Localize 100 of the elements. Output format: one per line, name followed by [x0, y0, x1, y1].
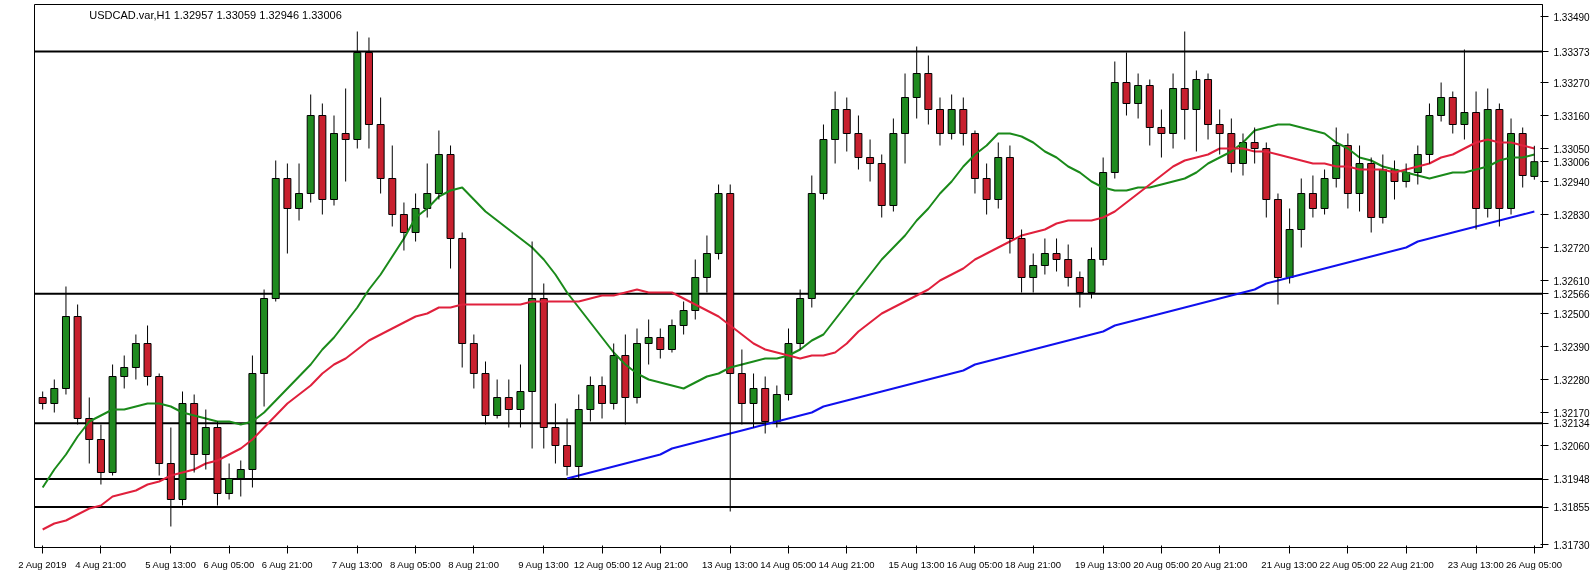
- y-tick-label: 1.33006: [1553, 156, 1591, 168]
- candlestick: [423, 163, 432, 218]
- candlestick: [609, 343, 618, 410]
- x-tick-label: 22 Aug 21:00: [1377, 558, 1434, 570]
- x-tick-label: 22 Aug 05:00: [1319, 558, 1376, 570]
- x-tick-label: 8 Aug 05:00: [389, 558, 441, 570]
- candlestick: [842, 97, 851, 152]
- candlestick: [994, 142, 1003, 209]
- candlestick: [982, 163, 991, 215]
- candlestick: [341, 88, 350, 182]
- x-tick-label: 14 Aug 05:00: [760, 558, 817, 570]
- y-tick-label: 1.32170: [1553, 407, 1591, 419]
- y-tick-label: 1.32610: [1553, 275, 1591, 287]
- candlestick: [1215, 109, 1224, 155]
- candlestick: [1134, 73, 1143, 119]
- candlestick: [1204, 73, 1213, 140]
- candlestick: [633, 328, 641, 404]
- y-tick-label: 1.32940: [1553, 176, 1591, 188]
- y-tick-label: 1.32390: [1553, 341, 1591, 353]
- candlestick: [854, 115, 863, 170]
- candlestick: [330, 115, 338, 206]
- y-tick-label: 1.32060: [1553, 440, 1591, 452]
- candlestick: [493, 379, 502, 419]
- candlestick: [1518, 127, 1527, 188]
- candlestick: [1040, 238, 1049, 275]
- candlestick: [959, 97, 968, 146]
- y-tick-label: 1.33050: [1553, 143, 1591, 155]
- y-tick-label: 1.32720: [1553, 242, 1591, 254]
- candlestick: [889, 118, 898, 212]
- candlestick: [1110, 61, 1119, 179]
- candlestick: [866, 139, 875, 182]
- candlestick: [1448, 91, 1457, 134]
- x-tick-label: 16 Aug 05:00: [946, 558, 1003, 570]
- candlestick: [784, 328, 793, 401]
- y-tick-label: 1.32500: [1553, 308, 1591, 320]
- candlestick: [1250, 127, 1259, 164]
- candlestick: [399, 202, 408, 251]
- y-tick-label: 1.31730: [1553, 539, 1591, 551]
- x-tick-label: 12 Aug 05:00: [573, 558, 630, 570]
- candlestick: [924, 55, 933, 125]
- candlestick: [1425, 103, 1434, 164]
- line-series: [566, 210, 1536, 480]
- candlestick: [120, 355, 129, 389]
- candlestick: [970, 130, 979, 194]
- candlestick: [1285, 208, 1294, 284]
- ref-line-label: 1.32566: [1553, 288, 1591, 300]
- candlestick: [1367, 157, 1376, 233]
- candlestick: [1169, 73, 1178, 149]
- candlestick: [376, 97, 385, 194]
- candlestick: [644, 319, 653, 365]
- y-tick-label: 1.32830: [1553, 209, 1591, 221]
- x-tick-label: 19 Aug 13:00: [1074, 558, 1131, 570]
- y-tick-label: 1.33270: [1553, 77, 1591, 89]
- candlestick: [1262, 142, 1271, 218]
- candlestick: [295, 163, 304, 221]
- x-tick-label: 5 Aug 13:00: [145, 558, 196, 570]
- candlestick: [598, 376, 607, 419]
- x-tick-label: 18 Aug 21:00: [1004, 558, 1061, 570]
- y-tick-label: 1.33490: [1553, 11, 1591, 23]
- x-tick-label: 26 Aug 05:00: [1506, 558, 1563, 570]
- candlestick: [446, 145, 455, 269]
- candlestick: [283, 163, 292, 254]
- candlestick: [143, 325, 152, 386]
- x-tick-label: 20 Aug 05:00: [1133, 558, 1190, 570]
- y-tick-label: 1.32280: [1553, 374, 1591, 386]
- candlestick: [469, 334, 478, 389]
- candlestick: [936, 97, 944, 146]
- candlestick: [434, 130, 443, 200]
- ref-line-label: 1.32134: [1553, 418, 1591, 430]
- x-tick-label: 23 Aug 13:00: [1447, 558, 1504, 570]
- candlestick: [714, 184, 723, 260]
- candlestick: [1308, 175, 1317, 218]
- candlestick: [1472, 91, 1481, 230]
- ref-line-label: 1.31948: [1553, 474, 1591, 486]
- candlestick: [901, 73, 910, 164]
- x-tick-label: 2 Aug 2019: [18, 558, 67, 570]
- x-tick-label: 12 Aug 21:00: [632, 558, 689, 570]
- candlestick: [1320, 169, 1329, 215]
- x-tick-label: 6 Aug 05:00: [203, 558, 255, 570]
- x-tick-label: 15 Aug 13:00: [888, 558, 945, 570]
- ref-line-label: 1.31855: [1553, 502, 1591, 513]
- candlestick: [1343, 133, 1352, 209]
- candlestick: [306, 94, 315, 203]
- ref-line-label: 1.33373: [1553, 46, 1591, 58]
- candlestick: [1355, 145, 1364, 212]
- x-tick-label: 8 Aug 21:00: [448, 558, 499, 570]
- y-tick-label: 1.33160: [1553, 110, 1591, 122]
- candlestick: [388, 145, 397, 227]
- candlestick: [1297, 178, 1306, 248]
- candlestick: [411, 193, 420, 242]
- candlestick: [38, 391, 47, 410]
- candlestick: [1099, 157, 1108, 266]
- candlestick: [877, 154, 886, 218]
- candlestick: [50, 379, 59, 413]
- chart-title: USDCAD.var,H1 1.32957 1.33059 1.32946 1.33006: [89, 8, 342, 21]
- candlestick: [1157, 109, 1166, 158]
- candlestick: [318, 103, 327, 215]
- x-tick-label: 6 Aug 21:00: [261, 558, 313, 570]
- candlestick: [1378, 154, 1387, 224]
- x-tick-label: 13 Aug 13:00: [701, 558, 758, 570]
